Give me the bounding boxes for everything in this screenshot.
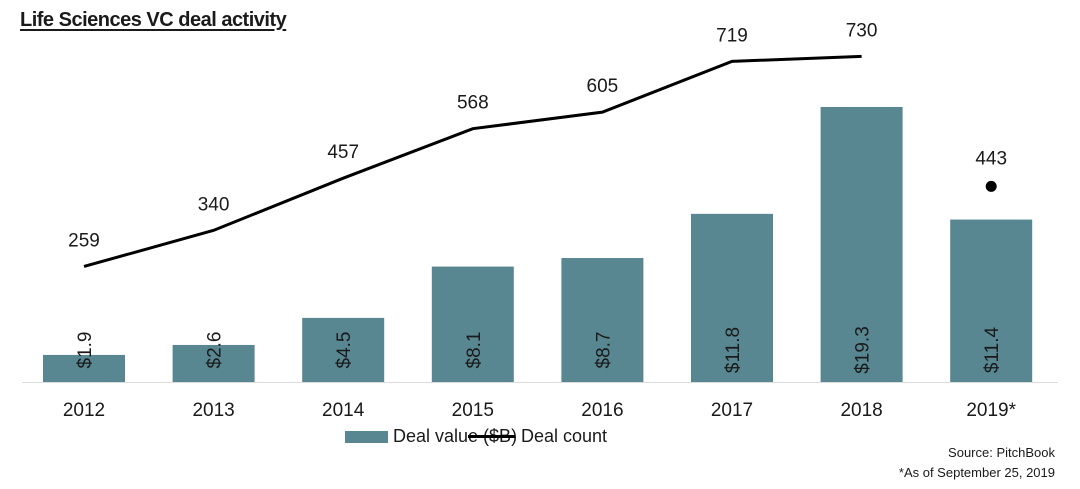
bar-value-label: $8.7 [593, 332, 614, 369]
bar-value-label: $8.1 [464, 332, 485, 369]
bar [820, 106, 903, 382]
legend-label: Deal count [521, 426, 608, 446]
bar [302, 317, 385, 382]
x-tick-label: 2013 [192, 400, 234, 421]
bar [561, 258, 644, 382]
bar [950, 219, 1033, 382]
bar [43, 354, 125, 382]
x-tick-label: 2016 [581, 400, 623, 421]
x-tick-label: 2015 [452, 400, 494, 421]
deal-count-label: 719 [716, 25, 748, 46]
x-tick-label: 2012 [63, 400, 105, 421]
x-tick-label: 2014 [322, 400, 365, 421]
deal-count-point-2019 [985, 180, 997, 192]
deal-count-label: 340 [198, 194, 230, 215]
legend-swatch-line [468, 435, 515, 438]
deal-count-label: 730 [846, 20, 878, 41]
bar [172, 344, 255, 382]
source-note: Source: PitchBook [948, 445, 1055, 460]
x-tick-label: 2017 [711, 400, 753, 421]
bar-value-label: $11.4 [982, 327, 1003, 374]
bar-value-label: $1.9 [75, 332, 96, 369]
footnote: *As of September 25, 2019 [898, 465, 1055, 480]
deal-count-line [83, 54, 862, 268]
deal-count-label: 605 [587, 76, 619, 97]
chart-title: Life Sciences VC deal activity [20, 9, 287, 31]
legend-label: Deal value ($B) [393, 426, 518, 446]
bar [431, 266, 514, 382]
bar [691, 213, 773, 382]
deal-count-label: 568 [457, 93, 489, 114]
bar-value-label: $19.3 [853, 326, 874, 374]
deal-count-label: 259 [68, 230, 100, 251]
deal-count-label: 443 [975, 148, 1007, 169]
bar-value-label: $2.6 [205, 332, 226, 369]
bar-value-label: $11.8 [723, 327, 744, 373]
bar-value-label: $4.5 [334, 332, 355, 369]
deal-count-label: 457 [327, 142, 359, 163]
legend-swatch-bar [345, 430, 388, 443]
x-tick-label: 2019* [966, 400, 1016, 421]
legend-item-deal-count: Deal count [468, 426, 607, 447]
x-tick-label: 2018 [840, 400, 882, 421]
legend-item-deal-value: Deal value ($B) [345, 426, 517, 447]
